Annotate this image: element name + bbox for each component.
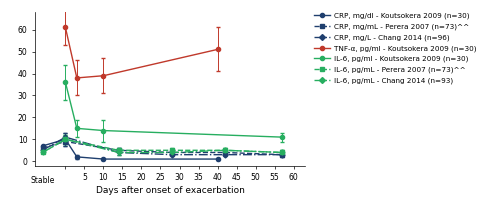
X-axis label: Days after onset of exacerbation: Days after onset of exacerbation <box>96 186 244 196</box>
Legend: CRP, mg/dl - Koutsokera 2009 (n=30), CRP, mg/mL - Perera 2007 (n=73)^^, CRP, mg/: CRP, mg/dl - Koutsokera 2009 (n=30), CRP… <box>314 13 476 84</box>
Text: Stable: Stable <box>30 176 55 184</box>
